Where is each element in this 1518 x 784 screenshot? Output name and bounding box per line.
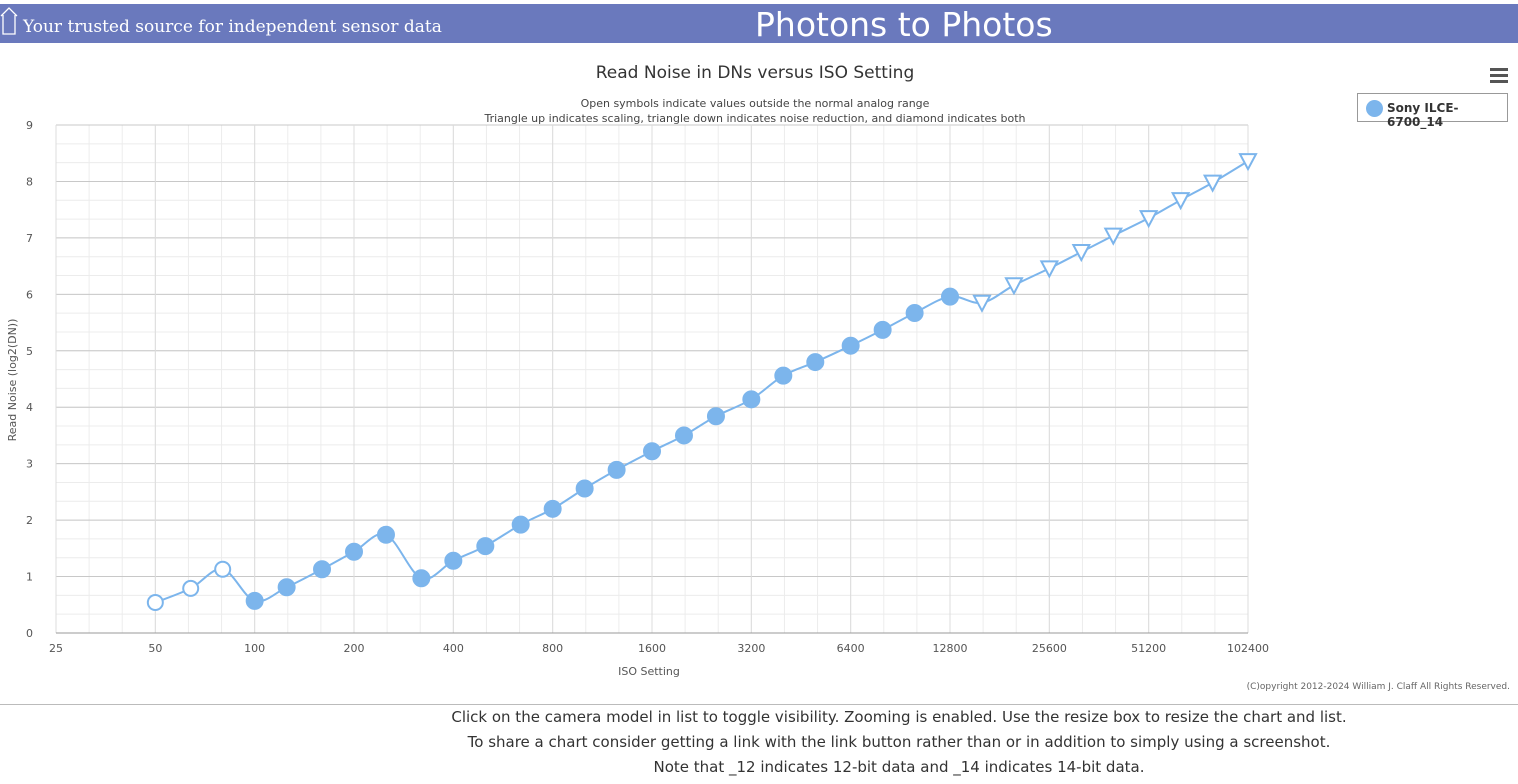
data-point-marker: [941, 287, 959, 306]
y-tick-label: 6: [26, 288, 33, 301]
data-point-marker: [643, 442, 661, 461]
chart-subtitle-line-1: Open symbols indicate values outside the…: [581, 97, 930, 110]
data-point-marker: [905, 303, 924, 322]
data-point-marker: [674, 426, 693, 445]
data-point-marker: [376, 525, 395, 544]
site-header: Your trusted source for independent sens…: [0, 4, 1518, 44]
data-point-marker: [1238, 153, 1258, 172]
y-tick-label: 9: [26, 119, 33, 132]
chart-subtitle-line-2: Triangle up indicates scaling, triangle …: [483, 112, 1025, 125]
data-point-marker: [543, 499, 562, 518]
data-point-marker: [873, 320, 892, 339]
read-noise-chart[interactable]: 0 1 2 3 4 5 6 7 8 9 25 50 100 200 400 800 1600 3200 6400 12…: [0, 50, 1518, 700]
data-point-marker: [511, 515, 530, 534]
data-point-marker: [476, 537, 495, 556]
site-tagline: Your trusted source for independent sens…: [23, 17, 442, 37]
y-tick-label: 4: [26, 401, 33, 414]
data-point-marker: [774, 366, 793, 385]
x-tick-label: 400: [443, 642, 464, 655]
data-point-marker: [313, 560, 332, 579]
data-point-marker: [1071, 244, 1091, 263]
data-point-marker: [742, 390, 761, 409]
x-tick-label: 6400: [837, 642, 865, 655]
chart-axes: 0 1 2 3 4 5 6 7 8 9 25 50 100 200 400 800 1600 3200 6400 12…: [26, 119, 1269, 655]
chart-series: [146, 153, 1258, 612]
x-tick-label: 100: [244, 642, 265, 655]
data-point-marker: [412, 569, 431, 588]
y-tick-label: 5: [26, 345, 33, 358]
data-point-marker: [575, 479, 594, 498]
data-point-marker: [1004, 277, 1024, 296]
divider: [0, 704, 1518, 705]
data-point-marker: [277, 578, 296, 597]
menu-icon-bar: [1490, 74, 1508, 77]
instruction-note-2: To share a chart consider getting a link…: [467, 733, 1331, 751]
home-icon[interactable]: [0, 4, 18, 36]
data-point-marker: [444, 551, 463, 570]
x-tick-label: 25: [49, 642, 63, 655]
x-tick-label: 102400: [1227, 642, 1269, 655]
x-axis-label: ISO Setting: [618, 665, 680, 678]
data-point-marker: [1138, 210, 1159, 229]
chart-title: Read Noise in DNs versus ISO Setting: [596, 63, 915, 83]
x-tick-label: 12800: [933, 642, 968, 655]
y-axis-label: Read Noise (log2(DN)): [6, 319, 19, 442]
x-tick-label: 51200: [1131, 642, 1166, 655]
legend-label: Sony ILCE-6700_14: [1387, 101, 1459, 129]
y-tick-label: 1: [26, 571, 33, 584]
x-tick-label: 25600: [1032, 642, 1067, 655]
data-point-marker: [245, 591, 264, 610]
x-tick-label: 1600: [638, 642, 666, 655]
data-point-marker: [972, 294, 992, 313]
y-tick-label: 7: [26, 232, 33, 245]
legend-item-sony-ilce-6700-14[interactable]: Sony ILCE-6700_14: [1357, 93, 1508, 129]
data-point-marker: [841, 336, 860, 355]
series-line: [154, 160, 1249, 604]
x-tick-label: 3200: [737, 642, 765, 655]
data-point-marker: [706, 407, 725, 426]
instruction-note-1: Click on the camera model in list to tog…: [451, 708, 1347, 726]
chart-grid: [55, 124, 1249, 634]
x-tick-label: 200: [344, 642, 365, 655]
data-point-marker: [146, 594, 164, 612]
data-point-marker: [1202, 174, 1223, 193]
data-point-marker: [182, 579, 200, 597]
data-point-marker: [1170, 192, 1191, 211]
menu-icon-bar: [1490, 80, 1508, 83]
y-tick-label: 8: [26, 175, 33, 188]
y-tick-label: 0: [26, 627, 33, 640]
site-title[interactable]: Photons to Photos: [755, 5, 1053, 44]
y-tick-label: 3: [26, 458, 33, 471]
data-point-marker: [1103, 227, 1123, 246]
y-tick-label: 2: [26, 514, 33, 527]
data-point-marker: [806, 353, 825, 372]
x-tick-label: 50: [148, 642, 162, 655]
legend-marker-icon: [1366, 100, 1383, 117]
chart-menu-button[interactable]: [1490, 68, 1508, 86]
menu-icon-bar: [1490, 68, 1508, 71]
data-point-marker: [1039, 260, 1060, 279]
data-point-marker: [214, 560, 232, 578]
copyright-notice: (C)opyright 2012-2024 William J. Claff A…: [1246, 682, 1510, 692]
data-point-marker: [607, 460, 626, 479]
x-tick-label: 800: [542, 642, 563, 655]
data-point-marker: [345, 542, 363, 561]
instruction-note-3: Note that _12 indicates 12-bit data and …: [653, 758, 1145, 776]
